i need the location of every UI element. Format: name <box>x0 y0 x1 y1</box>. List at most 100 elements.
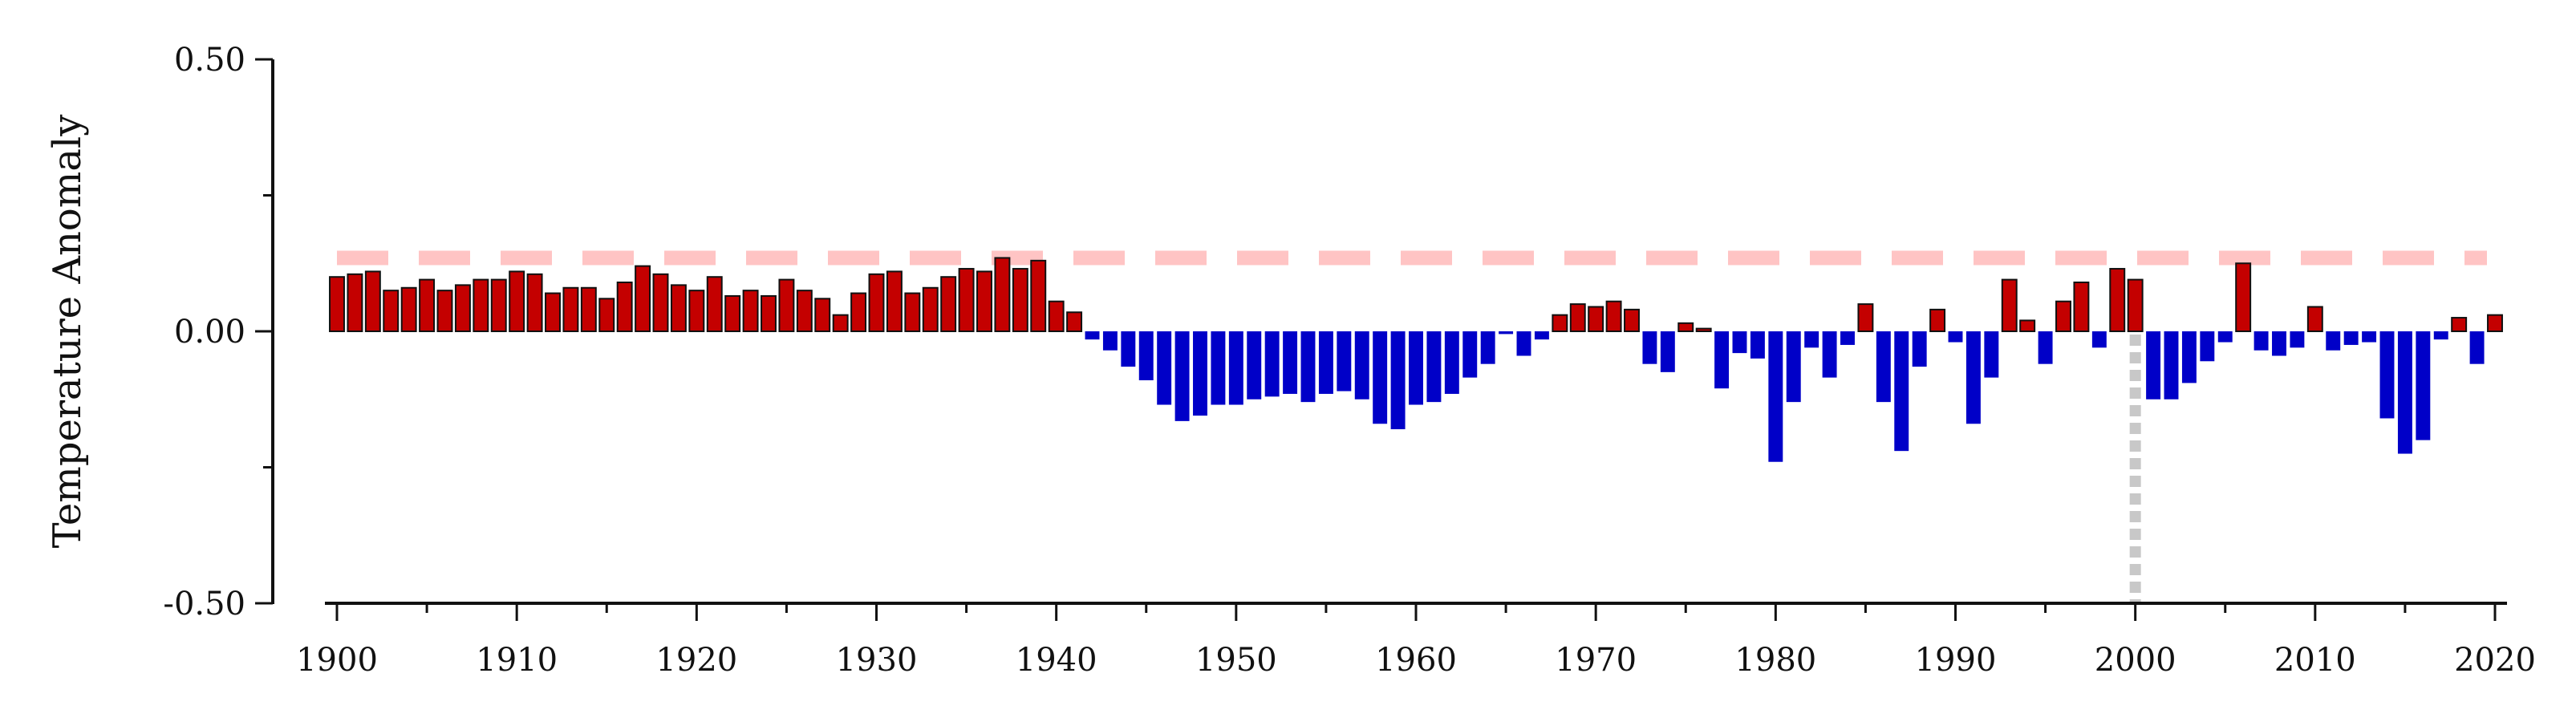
bar-2009 <box>2290 331 2305 348</box>
bar-1969 <box>1569 303 1586 333</box>
bar-1907 <box>454 284 471 332</box>
bar-1900 <box>329 276 345 333</box>
bar-1968 <box>1552 314 1568 333</box>
bar-1960 <box>1409 331 1423 405</box>
bar-1937 <box>994 257 1011 332</box>
bar-1902 <box>364 270 381 333</box>
bar-1981 <box>1786 331 1801 403</box>
bar-1993 <box>2001 278 2018 332</box>
bar-1990 <box>1948 331 1963 343</box>
bar-1946 <box>1157 331 1172 405</box>
x-tick-label: 2020 <box>2454 642 2536 679</box>
bar-2008 <box>2272 331 2286 356</box>
bar-1911 <box>526 273 543 332</box>
bar-1956 <box>1337 331 1352 391</box>
bar-1987 <box>1894 331 1909 452</box>
bar-1985 <box>1857 303 1874 333</box>
reference-lines-layer <box>337 250 2487 602</box>
bar-2002 <box>2164 331 2179 400</box>
bar-1948 <box>1193 331 1207 416</box>
bar-1942 <box>1085 331 1100 340</box>
bar-1974 <box>1660 331 1675 372</box>
bar-2010 <box>2306 306 2323 332</box>
bar-1967 <box>1534 331 1549 340</box>
bar-1978 <box>1732 331 1747 354</box>
bar-1938 <box>1012 268 1028 332</box>
bar-1904 <box>400 286 417 333</box>
bar-1935 <box>958 268 975 332</box>
bar-2017 <box>2433 331 2448 340</box>
bar-1951 <box>1247 331 1262 400</box>
bar-1973 <box>1642 331 1657 364</box>
bar-1996 <box>2055 300 2071 332</box>
bar-1977 <box>1714 331 1730 389</box>
bar-1936 <box>976 270 992 333</box>
bar-1919 <box>670 284 687 332</box>
bar-1989 <box>1929 308 1946 333</box>
bar-2004 <box>2200 331 2215 362</box>
bar-2016 <box>2416 331 2431 440</box>
bar-2001 <box>2146 331 2161 400</box>
bar-1931 <box>886 270 903 333</box>
bar-1964 <box>1480 331 1495 364</box>
x-tick-label: 2010 <box>2274 642 2356 679</box>
bar-2003 <box>2181 331 2197 383</box>
y-tick-label: 0.50 <box>174 42 245 79</box>
bar-1917 <box>635 265 651 333</box>
bar-2006 <box>2235 262 2252 332</box>
bar-2005 <box>2217 331 2233 343</box>
bar-1912 <box>545 292 561 333</box>
bar-1925 <box>778 278 795 332</box>
bar-1909 <box>490 278 507 332</box>
bar-1984 <box>1840 331 1855 345</box>
bar-1994 <box>2019 319 2036 333</box>
bar-1982 <box>1804 331 1819 348</box>
bar-2011 <box>2326 331 2341 351</box>
bar-1976 <box>1695 327 1712 332</box>
bar-1998 <box>2091 331 2107 348</box>
x-tick-label: 1940 <box>1016 642 1097 679</box>
bar-1953 <box>1283 331 1298 394</box>
bar-1926 <box>796 290 813 332</box>
bar-1901 <box>347 273 363 332</box>
bar-1916 <box>616 281 633 333</box>
bar-1906 <box>436 290 453 332</box>
x-tick-label: 1990 <box>1915 642 1997 679</box>
bar-1924 <box>761 294 777 332</box>
bar-1908 <box>473 278 489 332</box>
x-tick-label: 2000 <box>2095 642 2176 679</box>
bar-1952 <box>1264 331 1280 397</box>
bar-2020 <box>2487 314 2503 333</box>
bar-1975 <box>1677 322 1694 332</box>
x-tick-label: 1970 <box>1555 642 1637 679</box>
bar-2007 <box>2253 331 2269 351</box>
bar-1959 <box>1390 331 1406 430</box>
x-tick-label: 1900 <box>296 642 378 679</box>
bar-1939 <box>1030 259 1047 332</box>
bar-1929 <box>850 292 867 333</box>
bar-1921 <box>706 276 723 333</box>
bar-1955 <box>1318 331 1333 394</box>
bar-1922 <box>724 294 741 332</box>
bar-1943 <box>1102 331 1118 351</box>
bar-1958 <box>1373 331 1388 424</box>
bar-1965 <box>1499 331 1514 335</box>
x-tick-label: 1910 <box>476 642 558 679</box>
bar-1920 <box>688 290 705 332</box>
bar-1995 <box>2038 331 2053 364</box>
x-tick-label: 1930 <box>836 642 918 679</box>
bar-1941 <box>1066 311 1083 332</box>
bar-1934 <box>940 276 957 333</box>
bar-2012 <box>2343 331 2359 345</box>
bar-1949 <box>1211 331 1226 405</box>
bar-1910 <box>509 270 525 333</box>
bar-2015 <box>2397 331 2412 454</box>
bar-1992 <box>1984 331 1999 378</box>
bar-1961 <box>1426 331 1442 403</box>
bars-layer <box>329 257 2503 462</box>
bar-2014 <box>2379 331 2395 419</box>
axes-layer <box>255 58 2507 621</box>
bar-1999 <box>2109 268 2126 332</box>
